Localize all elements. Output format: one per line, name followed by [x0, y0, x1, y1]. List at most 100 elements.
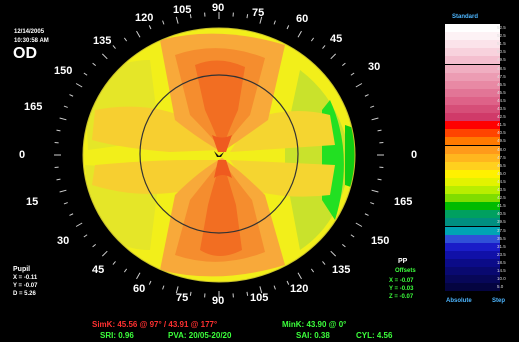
scale-value: 52.5: [497, 25, 506, 30]
scale-value: 45.0: [497, 170, 506, 176]
scale-swatch: [445, 32, 500, 41]
degree-tick: [350, 234, 355, 238]
axis-label: 150: [371, 235, 390, 247]
degree-tick: [75, 83, 83, 88]
axis-label: 150: [54, 65, 73, 77]
scale-step-label: Step: [492, 298, 506, 304]
scale-swatch: [445, 40, 500, 49]
degree-tick: [162, 20, 165, 25]
scale-swatch: [445, 48, 500, 57]
scale-value: 41.5: [497, 122, 506, 128]
degree-tick: [136, 272, 141, 280]
degree-tick: [259, 286, 263, 294]
scale-value: 39.5: [497, 219, 506, 225]
scale-swatch: [445, 56, 500, 65]
scale-absolute-label: Absolute: [446, 298, 472, 304]
cyl-readout: CYL: 4.56: [356, 331, 393, 340]
scale-swatch: [445, 234, 500, 243]
axis-label: 60: [296, 13, 309, 25]
sri-readout: SRI: 0.96: [100, 331, 134, 340]
axis-label: 135: [93, 35, 112, 47]
scale-swatch: [445, 161, 500, 170]
scale-swatch: [445, 258, 500, 267]
degree-tick: [148, 280, 152, 285]
scale-swatch: [445, 250, 500, 259]
degree-tick: [75, 222, 83, 227]
scale-value: 42.5: [497, 114, 506, 120]
degree-tick: [112, 45, 116, 49]
scale-swatch: [445, 267, 500, 276]
degree-ticks: [54, 12, 384, 298]
offset-z: Z = -0.07: [389, 294, 414, 300]
offsets-pp-label: PP: [398, 258, 408, 265]
scale-swatch: [445, 153, 500, 162]
scale-value: 23.5: [497, 251, 506, 257]
exam-time: 10:30:58 AM: [14, 38, 49, 44]
degree-tick: [83, 72, 88, 76]
axis-label: 75: [252, 7, 265, 19]
degree-tick: [342, 62, 346, 67]
axis-label: 120: [135, 12, 154, 24]
axis-label: 0: [411, 149, 418, 161]
scale-swatch: [445, 121, 500, 130]
sai-readout: SAI: 0.38: [296, 331, 330, 340]
axis-label: 30: [368, 61, 381, 73]
scale-value: 14.5: [497, 268, 506, 273]
scale-swatch: [445, 64, 500, 73]
degree-tick: [370, 105, 375, 108]
scale-swatch: [445, 218, 500, 227]
scale-swatch: [445, 113, 500, 122]
degree-tick: [63, 202, 68, 205]
scale-swatch: [445, 169, 500, 178]
scale-value: 47.5: [497, 154, 506, 160]
degree-tick: [92, 243, 96, 248]
axis-label: 60: [133, 283, 146, 295]
mink-readout: MinK: 43.90 @ 0°: [282, 320, 347, 329]
scale-swatch: [445, 88, 500, 97]
offset-x: X = -0.07: [389, 278, 414, 284]
color-map: [83, 28, 355, 282]
scale-swatch: [445, 226, 500, 235]
scale-value: 40.5: [497, 130, 506, 136]
degree-tick: [322, 45, 326, 49]
scale-value: 48.0: [497, 146, 506, 152]
degree-tick: [83, 234, 88, 238]
degree-tick: [136, 30, 141, 38]
scale-swatch: [445, 283, 500, 292]
scale-value: 49.5: [497, 57, 506, 63]
degree-tick: [246, 291, 249, 296]
degree-tick: [148, 25, 152, 30]
pva-readout: PVA: 20/05-20/20: [168, 331, 232, 340]
scale-value: 49.5: [497, 138, 506, 144]
scale-swatch: [445, 210, 500, 219]
scale-value: 18.5: [497, 259, 506, 265]
scale-value: 50.5: [497, 49, 506, 55]
axis-label: 120: [290, 283, 309, 295]
eye-label: OD: [13, 45, 37, 62]
scale-swatch: [445, 177, 500, 186]
scale-value: 51.5: [497, 41, 506, 47]
degree-tick: [297, 30, 302, 38]
scale-value: 5.0: [497, 284, 504, 290]
degree-tick: [377, 129, 382, 132]
degree-tick: [286, 280, 290, 285]
scale-value: 46.5: [497, 162, 506, 168]
scale-value: 43.5: [497, 187, 506, 192]
scale-value: 48.5: [497, 65, 506, 71]
axis-label: 45: [330, 33, 343, 45]
degree-tick: [175, 286, 179, 294]
scale-value: 42.5: [497, 195, 506, 201]
scale-value: 43.5: [497, 106, 506, 111]
degree-tick: [56, 178, 61, 181]
scale-value: 52.5: [497, 33, 506, 39]
scale-swatch: [445, 202, 500, 211]
axis-label: 135: [332, 264, 351, 276]
scale-value: 46.5: [497, 81, 506, 87]
scale-swatch: [445, 137, 500, 146]
scale-title: Standard: [452, 14, 479, 20]
scale-value: 45.5: [497, 89, 506, 95]
scale-swatch: [445, 96, 500, 105]
cornea-outline: [82, 27, 356, 283]
